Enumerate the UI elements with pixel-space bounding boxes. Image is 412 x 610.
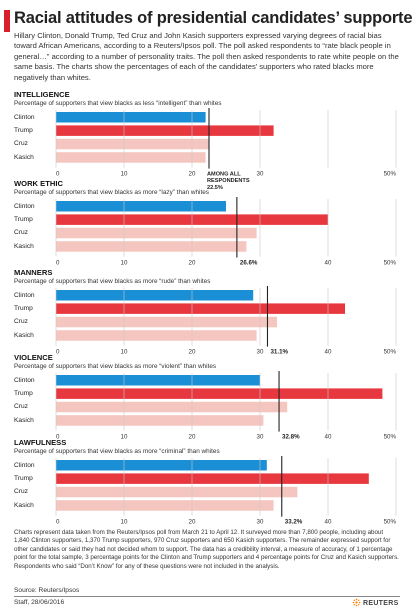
reference-label: 22.5%	[207, 185, 223, 191]
panel-title: INTELLIGENCE	[14, 90, 70, 99]
bar-clinton	[56, 201, 226, 212]
tick-label: 30	[257, 171, 264, 178]
bar-clinton	[56, 375, 260, 386]
bar-cruz	[56, 401, 288, 413]
panel-subtitle: Percentage of supporters that view black…	[14, 100, 222, 107]
tick-label: 20	[189, 349, 196, 356]
category-label: Clinton	[14, 202, 35, 210]
tick-label: 20	[189, 260, 196, 267]
category-label: Kasich	[14, 501, 34, 509]
tick-label: 0	[56, 434, 60, 441]
panel-subtitle: Percentage of supporters that view black…	[14, 363, 217, 370]
page-title: Racial attitudes of presidential candida…	[14, 9, 412, 27]
tick-label: 40	[325, 349, 332, 356]
category-label: Kasich	[14, 153, 34, 161]
bar-kasich	[56, 330, 257, 341]
panel-title: LAWFULNESS	[14, 438, 67, 447]
divider	[14, 596, 400, 597]
tick-label: 50%	[384, 519, 397, 526]
reference-label: RESPONDENTS	[207, 178, 250, 184]
reference-label: 33.2%	[285, 519, 303, 526]
bar-cruz	[56, 486, 298, 498]
category-label: Cruz	[14, 488, 28, 496]
reference-label: 32.8%	[282, 434, 300, 441]
tick-label: 30	[257, 349, 264, 356]
bar-clinton	[56, 460, 267, 471]
tick-label: 0	[56, 260, 60, 267]
category-label: Trump	[14, 304, 33, 312]
category-label: Clinton	[14, 113, 35, 121]
tick-label: 20	[189, 434, 196, 441]
credit-line: Staff, 28/06/2016	[14, 599, 65, 606]
category-label: Kasich	[14, 242, 34, 250]
category-label: Trump	[14, 126, 33, 134]
category-label: Clinton	[14, 376, 35, 384]
panel-title: VIOLENCE	[14, 353, 53, 362]
bar-cruz	[56, 138, 209, 150]
bar-kasich	[56, 152, 206, 163]
bar-kasich	[56, 500, 274, 511]
intro-text: Hillary Clinton, Donald Trump, Ted Cruz …	[14, 31, 399, 82]
bar-trump	[56, 303, 345, 314]
bar-trump	[56, 473, 369, 484]
tick-label: 10	[121, 260, 128, 267]
panel-subtitle: Percentage of supporters that view black…	[14, 189, 210, 196]
tick-label: 50%	[384, 349, 397, 356]
category-label: Cruz	[14, 140, 28, 148]
bar-kasich	[56, 241, 247, 252]
panel-title: MANNERS	[14, 268, 53, 277]
category-label: Trump	[14, 389, 33, 397]
tick-label: 20	[189, 519, 196, 526]
reference-label: AMONG ALL	[207, 172, 241, 178]
category-label: Trump	[14, 474, 33, 482]
title-accent-bar	[4, 10, 10, 32]
tick-label: 0	[56, 519, 60, 526]
category-label: Trump	[14, 215, 33, 223]
category-label: Kasich	[14, 331, 34, 339]
reference-label: 26.6%	[240, 260, 258, 267]
tick-label: 40	[325, 434, 332, 441]
category-label: Cruz	[14, 229, 28, 237]
panel-subtitle: Percentage of supporters that view black…	[14, 278, 211, 285]
footnote: Charts represent data taken from the Reu…	[14, 529, 399, 570]
tick-label: 50%	[384, 434, 397, 441]
tick-label: 0	[56, 349, 60, 356]
tick-label: 30	[257, 519, 264, 526]
tick-label: 10	[121, 519, 128, 526]
bar-kasich	[56, 415, 264, 426]
tick-label: 50%	[384, 260, 397, 267]
reuters-logo-text: REUTERS	[363, 600, 399, 607]
panel-subtitle: Percentage of supporters that view black…	[14, 448, 220, 455]
tick-label: 50%	[384, 171, 397, 178]
tick-label: 30	[257, 434, 264, 441]
bar-trump	[56, 388, 383, 399]
bar-trump	[56, 125, 274, 136]
category-label: Cruz	[14, 318, 28, 326]
category-label: Clinton	[14, 461, 35, 469]
tick-label: 10	[121, 171, 128, 178]
source-line: Source: Reuters/Ipsos	[14, 587, 80, 594]
bar-clinton	[56, 290, 254, 301]
tick-label: 10	[121, 434, 128, 441]
category-label: Clinton	[14, 291, 35, 299]
bar-cruz	[56, 316, 277, 328]
category-label: Kasich	[14, 416, 34, 424]
reference-label: 31.1%	[270, 349, 288, 356]
tick-label: 10	[121, 349, 128, 356]
tick-label: 40	[325, 519, 332, 526]
reuters-logo-icon	[352, 598, 361, 607]
reuters-logo: REUTERS	[352, 598, 399, 607]
tick-label: 20	[189, 171, 196, 178]
panel-title: WORK ETHIC	[14, 179, 63, 188]
category-label: Cruz	[14, 403, 28, 411]
bar-cruz	[56, 227, 257, 239]
bar-clinton	[56, 112, 206, 123]
tick-label: 0	[56, 171, 60, 178]
tick-label: 40	[325, 260, 332, 267]
